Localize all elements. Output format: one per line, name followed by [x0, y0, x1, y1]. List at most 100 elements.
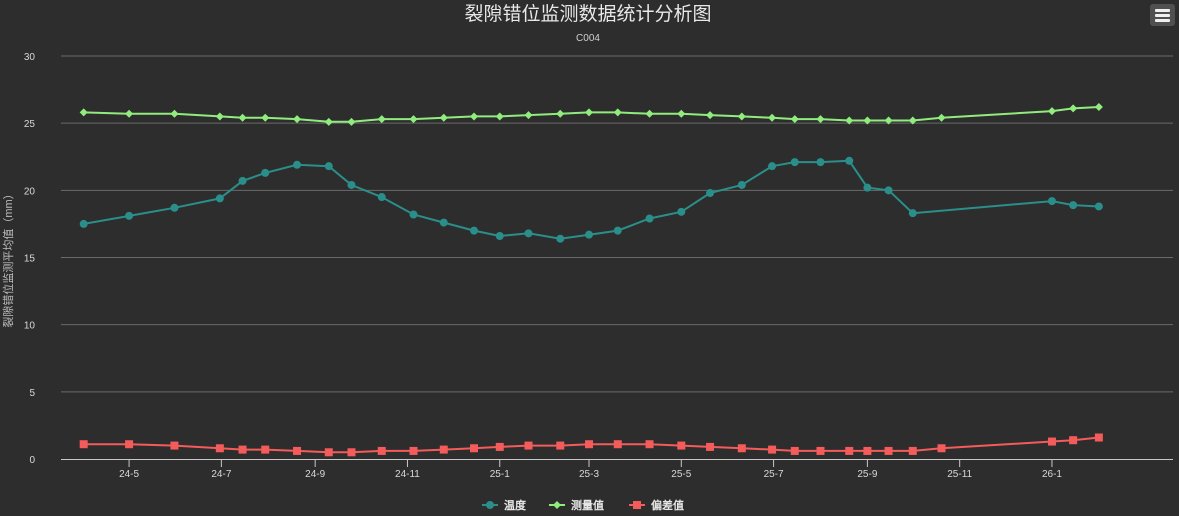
- series-layer: [79, 103, 1103, 457]
- x-tick-label: 25-5: [671, 469, 691, 480]
- data-point: [737, 112, 746, 121]
- series-line: [83, 106, 1099, 123]
- menu-bar: [1155, 14, 1170, 17]
- data-point: [1094, 103, 1103, 112]
- data-point: [863, 183, 872, 192]
- data-point: [409, 446, 418, 455]
- data-point: [845, 446, 854, 455]
- data-point: [1069, 104, 1078, 113]
- x-tick-label: 25-11: [947, 469, 972, 480]
- data-point: [524, 441, 533, 450]
- data-point: [238, 445, 247, 454]
- chart-subtitle: C004: [576, 33, 600, 44]
- legend-marker: [486, 501, 494, 509]
- data-point: [790, 158, 799, 167]
- y-tick-label: 25: [24, 119, 36, 130]
- data-point: [556, 234, 565, 243]
- data-point: [495, 442, 504, 451]
- data-point: [524, 111, 533, 120]
- legend-marker: [553, 501, 561, 509]
- data-point: [816, 446, 825, 455]
- data-point: [261, 445, 270, 454]
- data-point: [585, 108, 594, 117]
- x-tick-label: 25-9: [857, 469, 877, 480]
- data-point: [677, 109, 686, 118]
- data-point: [170, 203, 179, 212]
- data-point: [495, 232, 504, 241]
- legend-item: 测量值: [549, 498, 604, 512]
- legend-label: 测量值: [571, 498, 604, 512]
- data-point: [937, 444, 946, 453]
- data-point: [706, 111, 715, 120]
- data-point: [170, 109, 179, 118]
- x-tick-label: 25-7: [764, 469, 784, 480]
- data-point: [790, 115, 799, 124]
- data-point: [908, 446, 917, 455]
- data-point: [125, 109, 134, 118]
- x-tick-label: 24-11: [395, 469, 420, 480]
- data-point: [125, 211, 134, 220]
- data-point: [790, 446, 799, 455]
- data-point: [215, 112, 224, 121]
- axes: 0 5 10 15 20 25 30 24-5 24-7 24-9 24-11 25-1 25-3 25-…: [24, 52, 1173, 480]
- series-2: [79, 433, 1103, 457]
- x-tick-label: 25-3: [579, 469, 599, 480]
- data-point: [409, 115, 418, 124]
- data-point: [613, 226, 622, 235]
- data-point: [845, 116, 854, 125]
- data-point: [706, 442, 715, 451]
- data-point: [613, 440, 622, 449]
- hamburger-menu-icon[interactable]: [1150, 4, 1175, 26]
- data-point: [324, 117, 333, 126]
- series-0: [79, 156, 1103, 243]
- data-point: [377, 115, 386, 124]
- legend: 温度 测量值 偏差值: [482, 498, 684, 512]
- data-point: [79, 108, 88, 117]
- data-point: [1069, 201, 1078, 210]
- x-tick-label: 24-5: [119, 469, 139, 480]
- legend-label: 偏差值: [651, 498, 684, 512]
- grid-lines: [61, 55, 1173, 393]
- data-point: [645, 440, 654, 449]
- data-point: [238, 176, 247, 185]
- data-point: [768, 445, 777, 454]
- data-point: [377, 193, 386, 202]
- data-point: [470, 226, 479, 235]
- data-point: [1069, 436, 1078, 445]
- data-point: [863, 116, 872, 125]
- data-point: [1047, 437, 1056, 446]
- data-point: [495, 112, 504, 121]
- data-point: [613, 108, 622, 117]
- data-point: [215, 444, 224, 453]
- data-point: [409, 210, 418, 219]
- data-point: [261, 168, 270, 177]
- data-point: [293, 446, 302, 455]
- data-point: [293, 160, 302, 169]
- data-point: [908, 209, 917, 218]
- data-point: [324, 448, 333, 457]
- data-point: [768, 113, 777, 122]
- series-line: [83, 159, 1099, 240]
- chart-title: 裂隙错位监测数据统计分析图: [464, 3, 711, 25]
- data-point: [845, 156, 854, 165]
- data-point: [706, 189, 715, 198]
- series-1: [79, 103, 1103, 126]
- data-point: [1094, 202, 1103, 211]
- data-point: [677, 441, 686, 450]
- data-point: [439, 113, 448, 122]
- y-tick-label: 15: [24, 254, 36, 265]
- menu-bar: [1155, 19, 1170, 22]
- legend-item: 温度: [482, 498, 527, 512]
- data-point: [884, 446, 893, 455]
- y-tick-label: 20: [24, 186, 36, 197]
- data-point: [677, 207, 686, 216]
- data-point: [470, 444, 479, 453]
- data-point: [816, 158, 825, 167]
- data-point: [556, 109, 565, 118]
- data-point: [261, 113, 270, 122]
- data-point: [585, 230, 594, 239]
- data-point: [863, 446, 872, 455]
- data-point: [585, 440, 594, 449]
